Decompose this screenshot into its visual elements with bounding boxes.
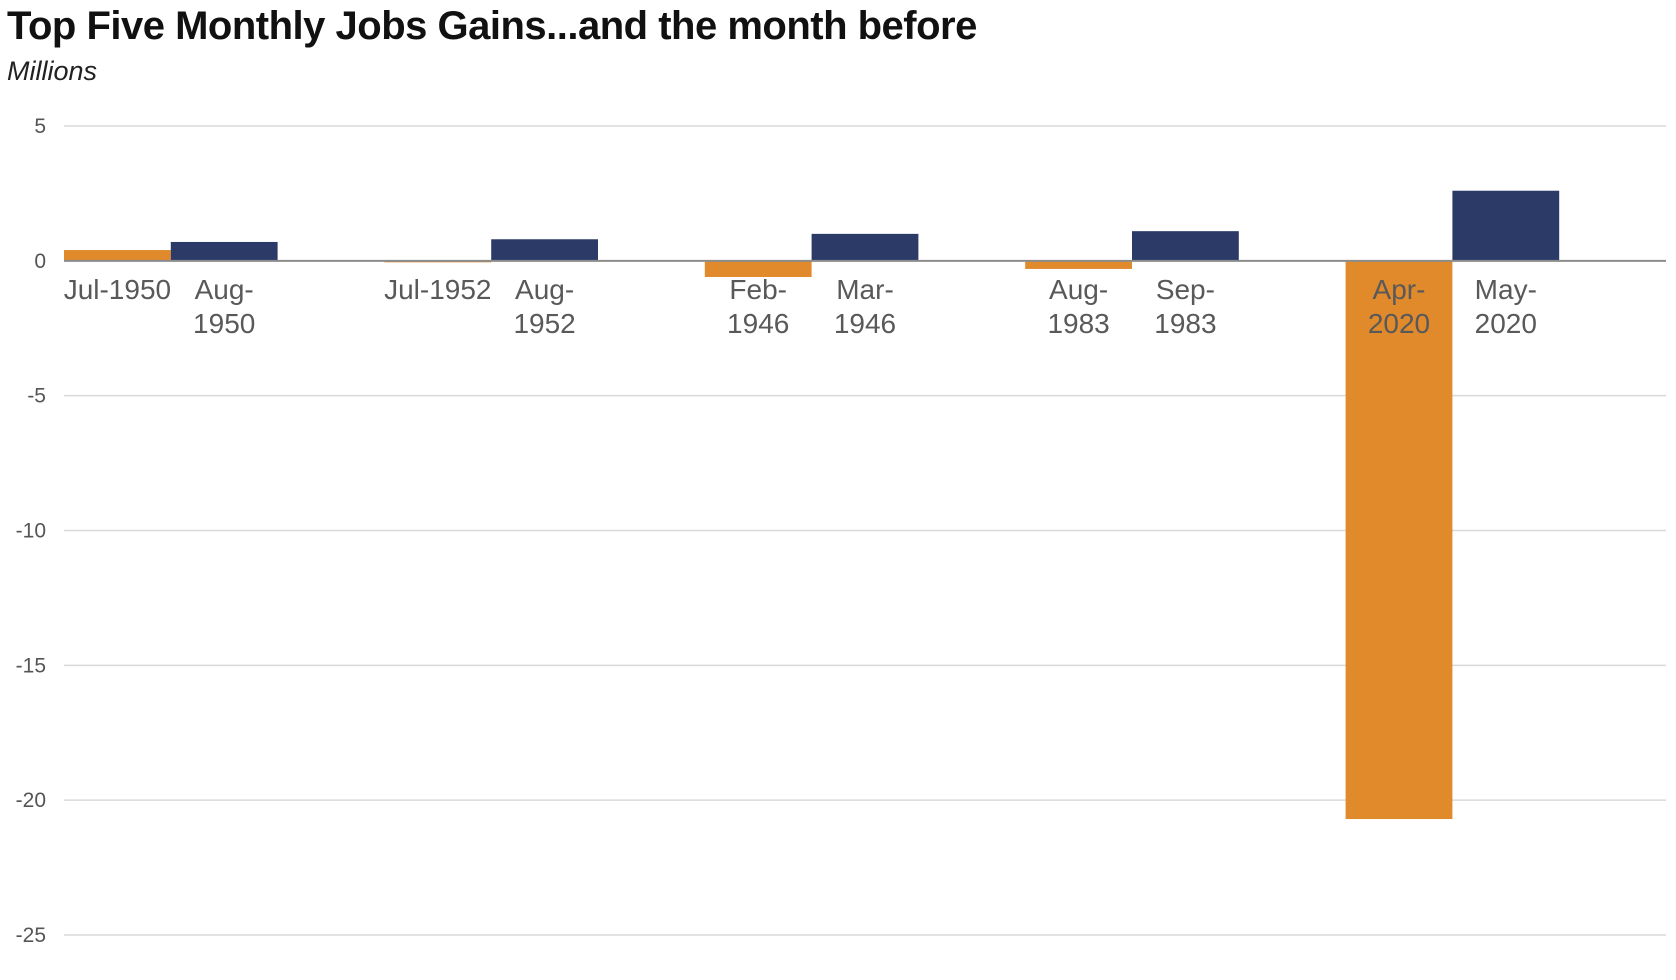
y-tick-label: -25 <box>16 924 46 947</box>
bar-may-2020 <box>1452 190 1560 261</box>
bar-apr-2020 <box>1345 260 1453 820</box>
bar-aug-1950 <box>170 241 278 261</box>
category-label: Feb-1946 <box>727 274 789 339</box>
y-tick-label: -15 <box>16 654 46 677</box>
bar-mar-1946 <box>811 233 919 261</box>
y-tick-label: -5 <box>27 385 46 408</box>
bar-aug-1952 <box>491 239 598 261</box>
category-labels: Jul-1950 Aug-1950 Jul-1952 Aug-1952 Feb-1946… <box>64 274 1537 339</box>
category-label: Aug-1983 <box>1047 274 1109 339</box>
bars <box>64 190 1560 820</box>
category-label: Mar-1946 <box>834 274 896 339</box>
y-tick-label: -20 <box>16 789 46 812</box>
y-tick-label: -10 <box>16 520 46 543</box>
y-axis-ticks: 5 0 -5 -10 -15 -20 -25 <box>16 115 46 947</box>
category-label: Apr-2020 <box>1368 274 1430 339</box>
chart-subtitle: Millions <box>7 56 98 86</box>
category-label: Sep-1983 <box>1154 274 1216 339</box>
category-label: Jul-1950 <box>64 274 171 305</box>
category-label: May-2020 <box>1475 274 1537 339</box>
y-tick-label: 5 <box>34 115 46 138</box>
bar-feb-1946 <box>704 260 812 278</box>
category-label: Aug-1950 <box>193 274 255 339</box>
category-label: Aug-1952 <box>513 274 575 339</box>
bar-jul-1950 <box>64 250 171 261</box>
y-tick-label: 0 <box>34 250 46 273</box>
chart-title: Top Five Monthly Jobs Gains...and the mo… <box>7 4 977 48</box>
category-label: Jul-1952 <box>384 274 491 305</box>
bar-aug-1983 <box>1025 260 1132 269</box>
bar-sep-1983 <box>1132 231 1239 261</box>
